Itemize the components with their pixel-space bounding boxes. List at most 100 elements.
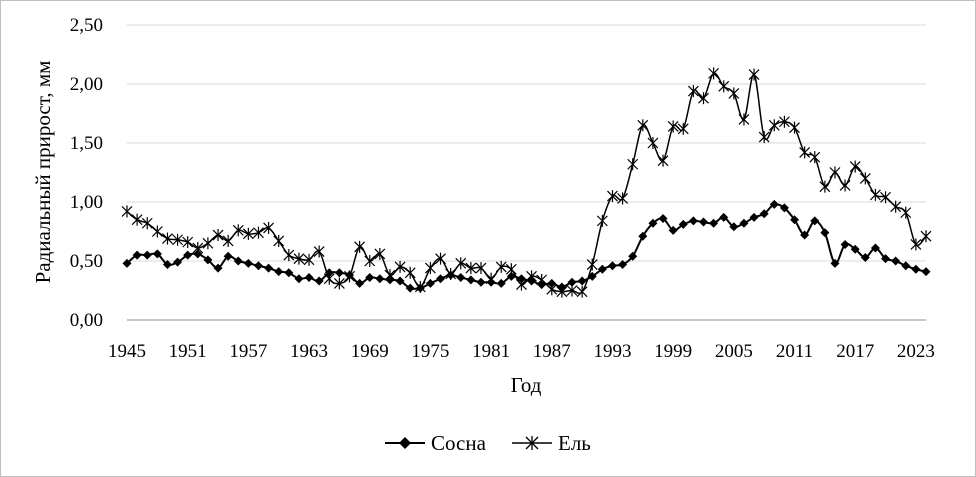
- data-point: [658, 214, 668, 224]
- data-point: [577, 276, 587, 286]
- x-tick-label: 1981: [472, 341, 510, 362]
- data-point: [779, 203, 789, 213]
- data-point: [687, 85, 699, 98]
- data-point: [151, 225, 163, 238]
- data-point: [435, 252, 446, 265]
- asterisk-marker-icon: [525, 436, 539, 450]
- x-tick-label: 2023: [897, 341, 935, 362]
- x-tick-label: 1951: [169, 341, 207, 362]
- data-point: [678, 219, 688, 229]
- data-point: [677, 122, 689, 135]
- data-point: [618, 260, 628, 270]
- x-tick-label: 2017: [836, 341, 874, 362]
- data-point: [921, 267, 931, 277]
- series-spruce: [121, 67, 932, 298]
- x-tick-label: 2011: [776, 341, 813, 362]
- data-point: [192, 242, 204, 255]
- legend-item-spruce: Ель: [512, 431, 591, 455]
- x-tick-label: 1999: [654, 341, 692, 362]
- x-tick-label: 1957: [229, 341, 267, 362]
- data-point: [698, 92, 709, 105]
- data-point: [121, 205, 133, 218]
- data-point: [495, 260, 507, 273]
- data-point: [283, 249, 295, 262]
- data-point: [506, 271, 516, 281]
- data-point: [293, 252, 305, 265]
- data-point: [264, 263, 274, 273]
- legend-item-pine: Сосна: [385, 431, 487, 455]
- data-point: [313, 245, 325, 258]
- data-point: [567, 277, 577, 287]
- data-point: [365, 273, 375, 283]
- data-point: [769, 199, 779, 209]
- x-tick-label: 1975: [411, 341, 449, 362]
- data-point: [799, 146, 811, 159]
- data-point: [749, 212, 759, 222]
- legend: Сосна Ель: [385, 431, 591, 455]
- data-point: [334, 268, 344, 278]
- data-point: [800, 230, 810, 240]
- data-point: [213, 263, 223, 273]
- y-tick-label: 0,00: [70, 310, 103, 331]
- data-point: [729, 222, 739, 232]
- data-point: [719, 212, 729, 222]
- data-point: [900, 206, 912, 219]
- data-point: [810, 216, 820, 226]
- data-point: [173, 257, 183, 267]
- data-point: [648, 218, 658, 228]
- data-point: [485, 272, 497, 285]
- data-point: [183, 250, 193, 260]
- data-point: [566, 284, 578, 297]
- data-point: [778, 115, 790, 128]
- data-point: [891, 256, 901, 266]
- data-point: [638, 231, 648, 241]
- data-point: [880, 191, 891, 204]
- data-point: [790, 215, 800, 225]
- x-axis-title: Год: [511, 373, 542, 397]
- data-point: [475, 262, 487, 275]
- data-point: [364, 255, 376, 267]
- data-point: [425, 278, 435, 288]
- data-point: [141, 217, 153, 230]
- x-tick-label: 1963: [290, 341, 328, 362]
- data-point: [839, 179, 851, 192]
- data-point: [323, 272, 335, 285]
- series-pine: [122, 199, 931, 293]
- data-point: [465, 262, 477, 275]
- data-point: [849, 160, 861, 173]
- y-tick-label: 1,00: [70, 192, 103, 213]
- data-point: [202, 237, 214, 250]
- x-tick-label: 1945: [108, 341, 146, 362]
- data-point: [445, 267, 457, 280]
- data-point: [303, 253, 315, 266]
- data-point: [709, 218, 719, 228]
- data-point: [333, 277, 345, 290]
- data-point: [881, 254, 891, 264]
- data-point: [182, 236, 194, 249]
- data-point: [920, 230, 932, 243]
- data-point: [304, 273, 314, 283]
- data-point: [597, 264, 607, 274]
- x-tick-label: 1993: [593, 341, 631, 362]
- data-point: [152, 249, 162, 259]
- data-point: [344, 270, 355, 283]
- data-point: [870, 243, 880, 253]
- data-point: [394, 260, 406, 273]
- data-point: [374, 247, 386, 260]
- data-point: [748, 68, 760, 81]
- data-point: [516, 278, 527, 291]
- data-point: [850, 244, 860, 254]
- data-point: [829, 166, 841, 179]
- data-point: [405, 283, 415, 293]
- gridlines: [127, 24, 926, 321]
- legend-label-pine: Сосна: [431, 431, 487, 455]
- legend-label-spruce: Ель: [558, 431, 591, 455]
- data-point: [466, 275, 476, 285]
- data-point: [162, 232, 173, 245]
- data-point: [819, 180, 831, 193]
- data-point: [436, 274, 446, 284]
- x-tick-label: 2005: [715, 341, 753, 362]
- data-point: [375, 274, 385, 284]
- data-point: [232, 224, 244, 237]
